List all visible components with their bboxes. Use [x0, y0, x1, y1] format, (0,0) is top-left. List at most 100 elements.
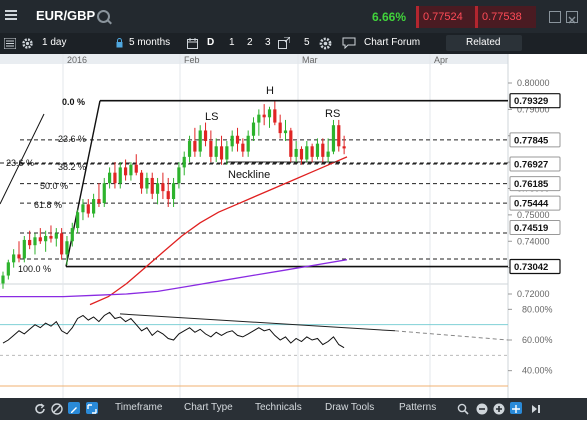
- candle-body: [155, 183, 160, 194]
- candle-body: [331, 125, 336, 152]
- window-dock-icon[interactable]: [549, 11, 561, 23]
- candle-body: [129, 164, 133, 176]
- candle-body: [102, 183, 106, 204]
- related-label: Related: [466, 37, 501, 48]
- price-axis-label: 0.72000: [517, 289, 550, 299]
- candle-body: [209, 141, 213, 157]
- menu-chart-type[interactable]: Chart Type: [184, 402, 233, 413]
- layout-button-3[interactable]: 3: [265, 37, 271, 48]
- search-icon[interactable]: [97, 10, 110, 23]
- price-tag-label: 0.74519: [514, 223, 548, 234]
- moving-average-red: [89, 156, 348, 306]
- chart-area[interactable]: 2016FebMarApr0.800000.790000.780000.7700…: [0, 54, 587, 420]
- candle-body: [299, 148, 304, 160]
- candle-body: [262, 114, 266, 118]
- right-shoulder-label: RS: [325, 108, 340, 120]
- price-axis-label: 0.74000: [517, 236, 550, 246]
- candle-body: [81, 204, 85, 213]
- menu-draw-tools[interactable]: Draw Tools: [325, 402, 375, 413]
- candle-body: [28, 239, 32, 246]
- top-header-bar: EUR/GBP 6.66% 0.77524 0.77538: [0, 0, 587, 33]
- menu-timeframe[interactable]: Timeframe: [115, 402, 163, 413]
- price-tag-label: 0.76185: [514, 179, 549, 190]
- rsi-trend-line-extension: [394, 330, 509, 341]
- candle-body: [267, 109, 272, 118]
- fib-label: 38.2 %: [58, 162, 86, 172]
- candle-body: [203, 130, 208, 142]
- window-close-icon[interactable]: [566, 11, 578, 24]
- next-end-icon[interactable]: [530, 403, 542, 415]
- candle-body: [1, 275, 5, 284]
- candle-body: [150, 177, 154, 194]
- pan-icon[interactable]: [510, 402, 522, 414]
- candle-body: [33, 237, 37, 246]
- candle-body: [97, 199, 101, 204]
- buy-price-box[interactable]: 0.77538: [475, 6, 536, 28]
- bottom-toolbar: Timeframe Chart Type Technicals Draw Too…: [0, 398, 587, 420]
- chat-bubble-icon[interactable]: [342, 37, 356, 49]
- candle-body: [108, 172, 112, 184]
- candle-body: [171, 183, 176, 200]
- price-axis-label: 0.79000: [517, 104, 550, 114]
- expand-icon[interactable]: [278, 37, 290, 49]
- pencil-icon[interactable]: [68, 402, 80, 414]
- menu-technicals[interactable]: Technicals: [255, 402, 302, 413]
- candle-body: [182, 156, 186, 168]
- zoom-icon[interactable]: [457, 403, 469, 415]
- interval-selector[interactable]: 1 day: [42, 37, 67, 48]
- price-tag-box: [509, 220, 561, 236]
- candle-body: [139, 172, 144, 189]
- candle-body: [326, 151, 330, 157]
- no-entry-icon[interactable]: [51, 403, 63, 415]
- candle-body: [76, 212, 80, 229]
- chart-background: [0, 54, 587, 420]
- price-axis-label: 0.80000: [517, 78, 550, 88]
- hamburger-menu-icon[interactable]: [5, 10, 17, 22]
- symbol-title[interactable]: EUR/GBP: [36, 8, 96, 23]
- price-tag-box: [509, 258, 561, 275]
- list-icon[interactable]: [4, 38, 16, 49]
- layout-button-2[interactable]: 2: [247, 37, 253, 48]
- price-tag-box: [509, 156, 561, 172]
- candle-body: [310, 146, 314, 157]
- head-label: H: [266, 85, 274, 97]
- price-chart[interactable]: 2016FebMarApr0.800000.790000.780000.7700…: [0, 54, 587, 420]
- candle-body: [70, 228, 74, 242]
- rsi-axis-label: 40.00%: [522, 366, 553, 376]
- neckline-label: Neckline: [228, 169, 270, 181]
- sell-price: 0.77524: [423, 11, 463, 23]
- fib-label: 0.0 %: [62, 97, 85, 107]
- candle-body: [12, 254, 16, 263]
- related-button[interactable]: Related: [446, 35, 522, 51]
- rsi-axis-label: 80.00%: [522, 304, 553, 314]
- candle-body: [219, 146, 224, 160]
- settings-gear-icon[interactable]: [22, 38, 33, 49]
- menu-patterns[interactable]: Patterns: [399, 402, 437, 413]
- chart-settings-gear-icon[interactable]: [319, 37, 332, 50]
- candle-body: [214, 146, 218, 157]
- candle-body: [241, 143, 245, 152]
- range-selector[interactable]: 5 months: [129, 37, 171, 48]
- candle-body: [230, 135, 234, 147]
- candle-body: [92, 199, 96, 214]
- lock-icon[interactable]: [116, 38, 123, 48]
- refresh-icon[interactable]: [34, 403, 46, 415]
- calendar-icon[interactable]: [187, 38, 198, 49]
- fib-trend-line-secondary: [0, 113, 45, 205]
- zoom-in-icon[interactable]: [493, 403, 505, 415]
- candle-body: [342, 146, 346, 149]
- candle-body: [54, 233, 58, 239]
- fib-label: 23.6 %: [6, 158, 34, 168]
- sell-price-box[interactable]: 0.77524: [416, 6, 477, 28]
- expand-arrows-icon[interactable]: [86, 402, 98, 414]
- candle-body: [321, 143, 325, 157]
- chart-forum-button[interactable]: Chart Forum: [364, 37, 421, 48]
- draw-mode-button[interactable]: D: [207, 37, 215, 48]
- layout-button-5[interactable]: 5: [304, 37, 310, 48]
- candle-body: [65, 241, 69, 255]
- zoom-out-icon[interactable]: [476, 403, 488, 415]
- buy-price: 0.77538: [482, 11, 522, 23]
- layout-button-1[interactable]: 1: [229, 37, 235, 48]
- price-tag-label: 0.77845: [514, 135, 549, 146]
- candle-body: [38, 237, 42, 242]
